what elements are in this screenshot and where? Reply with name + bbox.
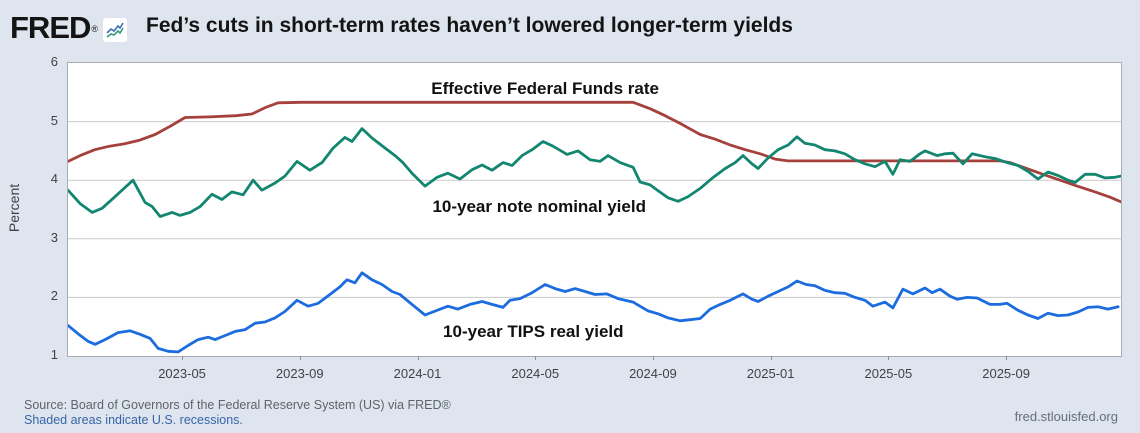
nominal-line — [68, 127, 1121, 218]
fred-site-link[interactable]: fred.stlouisfed.org — [1014, 409, 1118, 424]
x-tickmark-2024-09 — [652, 356, 654, 360]
effr-line — [68, 100, 1121, 204]
y-tick-5: 5 — [50, 112, 58, 128]
tips-label: 10-year TIPS real yield — [443, 322, 624, 341]
x-tickmark-2025-09 — [1006, 356, 1008, 360]
y-axis-label: Percent — [6, 183, 22, 233]
y-tick-6: 6 — [50, 54, 58, 69]
chart-canvas: Effective Federal Funds rate 10-year note… — [68, 79, 1121, 354]
x-tickmark-2025-05 — [888, 356, 890, 360]
x-tick-2025-01: 2025-01 — [746, 366, 795, 381]
x-tickmark-2023-05 — [182, 356, 184, 360]
x-tick-2024-01: 2024-01 — [393, 366, 442, 381]
x-tick-2023-05: 2023-05 — [158, 366, 206, 381]
y-tick-3: 3 — [50, 229, 58, 245]
fred-logo-registered-mark: ® — [91, 24, 99, 34]
y-tick-1: 1 — [50, 347, 58, 362]
x-tickmark-2025-01 — [770, 356, 772, 360]
fred-sparkline-icon — [103, 18, 128, 42]
x-tickmark-2024-01 — [417, 356, 419, 360]
x-tickmark-2024-05 — [535, 356, 537, 360]
fred-logo[interactable]: FRED ® — [10, 10, 128, 45]
x-tick-2025-05: 2025-05 — [864, 366, 913, 381]
page-title: Fed’s cuts in short-term rates haven’t l… — [146, 14, 793, 37]
x-tick-2023-09: 2023-09 — [275, 366, 324, 381]
header: FRED ® Fed’s cuts in short-term rates ha… — [10, 8, 793, 48]
recession-note-link[interactable]: Shaded areas indicate U.S. recessions. — [24, 413, 243, 427]
effr-label: Effective Federal Funds rate — [431, 79, 659, 98]
source-attribution: Source: Board of Governors of the Federa… — [24, 398, 451, 412]
x-tickmark-2023-09 — [299, 356, 301, 360]
y-tick-4: 4 — [50, 171, 58, 187]
x-tick-2025-09: 2025-09 — [982, 366, 1030, 381]
y-tick-2: 2 — [50, 288, 58, 304]
nominal-label: 10-year note nominal yield — [432, 197, 646, 216]
tips-line — [68, 271, 1120, 354]
plot-area: Effective Federal Funds rate 10-year note… — [67, 62, 1122, 357]
x-tick-2024-09: 2024-09 — [629, 366, 677, 381]
x-tick-2024-05: 2024-05 — [511, 366, 560, 381]
fred-logo-text: FRED — [10, 10, 91, 45]
